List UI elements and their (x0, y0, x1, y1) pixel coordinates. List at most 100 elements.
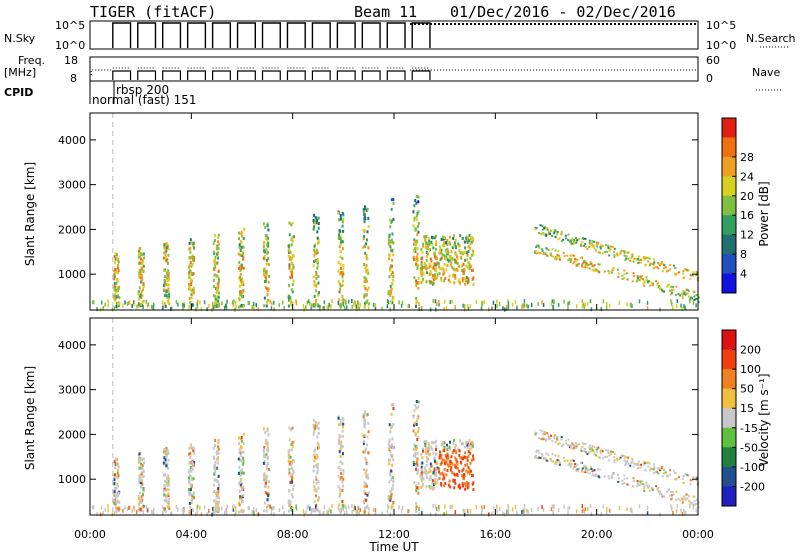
range-cell (314, 508, 316, 512)
range-cell (203, 505, 206, 510)
range-cell (637, 482, 640, 485)
range-cell (438, 262, 441, 266)
range-cell (616, 473, 619, 476)
range-cell (135, 510, 138, 515)
range-cell (554, 462, 557, 465)
range-cell (569, 261, 572, 264)
range-cell (423, 261, 426, 265)
range-cell (551, 504, 554, 509)
range-cell (578, 238, 581, 241)
range-cell (167, 474, 170, 478)
range-cell (435, 445, 438, 449)
range-cell (440, 237, 443, 241)
range-cell (430, 235, 433, 239)
range-cell (140, 274, 143, 278)
range-cell (636, 483, 639, 486)
range-cell (586, 471, 589, 474)
range-cell (681, 511, 684, 516)
range-cell (596, 242, 599, 245)
range-cell (679, 499, 682, 502)
range-cell (288, 462, 291, 466)
range-cell (216, 247, 219, 251)
range-cell (392, 202, 395, 206)
range-cell (600, 307, 603, 312)
range-cell (391, 248, 394, 252)
range-cell (326, 305, 328, 310)
x-tick-label: 08:00 (277, 528, 309, 541)
range-cell (542, 433, 545, 436)
range-cell (589, 299, 592, 304)
range-cell (242, 457, 245, 461)
range-cell (288, 426, 291, 430)
range-cell (415, 464, 418, 468)
range-cell (117, 462, 120, 466)
range-cell (459, 234, 462, 238)
range-cell (111, 307, 114, 312)
range-cell (140, 295, 143, 299)
range-cell (650, 281, 653, 284)
range-cell (660, 260, 663, 263)
range-cell (235, 304, 237, 309)
range-cell (139, 251, 142, 255)
range-cell (444, 277, 447, 281)
range-cell (316, 469, 319, 473)
range-cell (92, 505, 95, 510)
range-cell (447, 483, 450, 487)
range-cell (587, 451, 590, 454)
range-cell (291, 235, 294, 239)
freq-label-line2: [MHz] (4, 66, 36, 79)
range-cell (655, 470, 658, 473)
range-cell (165, 494, 168, 498)
range-cell (457, 447, 460, 451)
range-cell (652, 263, 655, 266)
nsky-scan-bar (261, 22, 281, 48)
range-cell (264, 438, 267, 442)
range-cell (554, 441, 557, 444)
range-cell (145, 299, 148, 304)
range-cell (415, 460, 418, 464)
range-cell (638, 299, 641, 304)
range-cell (138, 302, 140, 307)
range-cell (426, 252, 429, 256)
range-cell (483, 505, 486, 510)
range-cell (621, 249, 624, 252)
range-cell (363, 481, 366, 485)
range-cell (141, 493, 144, 497)
range-cell (558, 459, 561, 462)
range-cell (266, 300, 269, 304)
range-cell (247, 300, 250, 305)
range-cell (265, 453, 268, 457)
range-cell (189, 451, 192, 455)
range-cell (242, 245, 245, 249)
range-cell (441, 458, 444, 462)
range-cell (170, 307, 172, 312)
range-cell (646, 511, 649, 516)
range-cell (617, 272, 620, 275)
range-cell (163, 493, 166, 497)
range-cell (362, 415, 365, 419)
range-cell (413, 204, 416, 208)
range-cell (214, 470, 217, 474)
range-cell (191, 303, 194, 307)
range-cell (545, 254, 548, 257)
range-cell (415, 509, 418, 513)
range-cell (139, 466, 142, 470)
range-cell (415, 501, 418, 505)
range-cell (445, 460, 448, 464)
range-cell (338, 245, 341, 249)
range-cell (240, 488, 243, 492)
range-cell (678, 476, 681, 479)
range-cell (239, 483, 242, 487)
range-cell (591, 268, 594, 271)
range-cell (583, 509, 586, 514)
range-cell (142, 487, 145, 491)
range-cell (645, 483, 648, 486)
range-cell (417, 468, 420, 472)
range-cell (339, 487, 342, 491)
range-cell (435, 276, 438, 280)
range-cell (363, 294, 366, 298)
range-cell (431, 486, 434, 490)
range-cell (223, 510, 226, 515)
range-cell (469, 237, 472, 241)
range-cell (673, 272, 676, 275)
